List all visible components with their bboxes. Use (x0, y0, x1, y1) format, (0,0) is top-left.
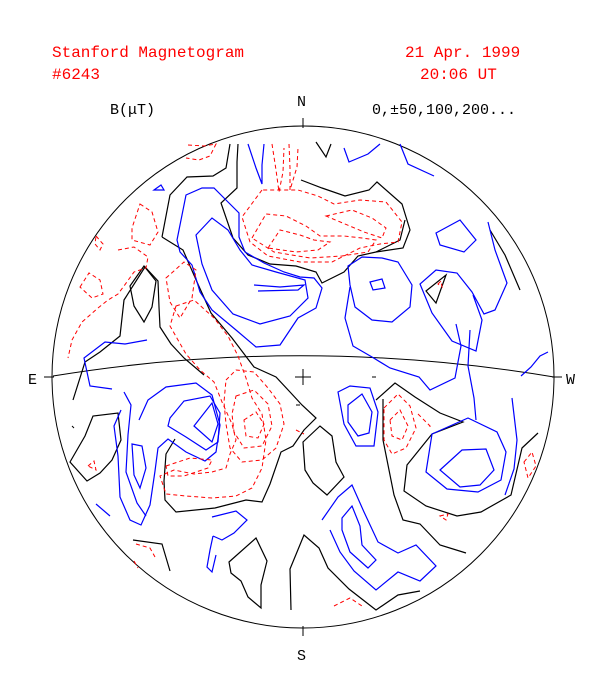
neutral-lines (69, 141, 539, 611)
contour-levels-label: 0,±50,100,200... (372, 102, 516, 119)
compass-south: S (297, 648, 306, 665)
figure-title: Stanford Magnetogram (52, 44, 244, 62)
field-unit-label: B(μT) (110, 102, 155, 119)
minor-markers (71, 376, 376, 429)
solar-equator (52, 355, 555, 378)
observation-time: 20:06 UT (420, 66, 497, 84)
disk-center-marker (295, 369, 311, 385)
observation-date: 21 Apr. 1999 (405, 44, 520, 62)
figure-id: #6243 (52, 66, 100, 84)
negative-polarity-contours (83, 143, 549, 591)
compass-north: N (297, 94, 306, 111)
positive-polarity-contours (67, 143, 537, 607)
compass-east: E (28, 372, 37, 389)
compass-west: W (566, 372, 575, 389)
